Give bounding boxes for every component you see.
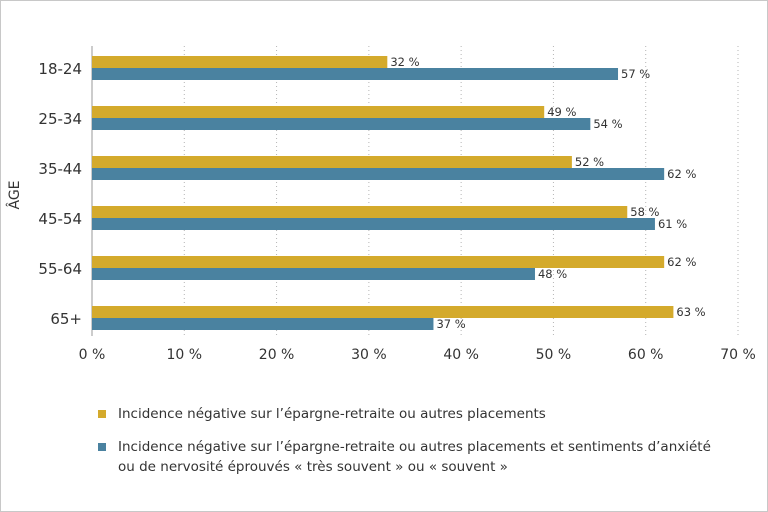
data-label: 54 % [593,117,622,131]
bar [92,318,434,330]
bar [92,256,665,268]
bar [92,268,535,280]
x-tick-label: 30 % [351,347,387,363]
data-label: 32 % [390,55,419,69]
bar [92,218,655,230]
y-category-label: 25-34 [38,110,82,128]
bar [92,56,388,68]
y-category-label: 55-64 [38,260,82,278]
x-tick-label: 70 % [720,347,756,363]
y-category-label: 18-24 [38,60,82,78]
data-label: 62 % [667,255,696,269]
legend-swatch-series-2 [98,443,106,451]
legend-item-series-1: Incidence négative sur l’épargne-retrait… [98,404,738,424]
y-category-label: 35-44 [38,160,82,178]
bar [92,206,628,218]
bar [92,118,591,130]
legend-label-series-1: Incidence négative sur l’épargne-retrait… [118,406,546,422]
legend-label-series-2-line-1: Incidence négative sur l’épargne-retrait… [118,439,711,455]
data-label: 58 % [630,205,659,219]
x-tick-label: 60 % [628,347,664,363]
bar [92,106,545,118]
bar [92,68,619,80]
data-label: 49 % [547,105,576,119]
y-category-label: 65+ [50,310,82,328]
x-tick-label: 20 % [259,347,295,363]
data-label: 63 % [676,305,705,319]
y-axis-title: ÂGE [5,180,23,209]
bar-chart: 0 % 10 % 20 % 30 % 40 % 50 % 60 % 70 % ÂGE 18-24 3… [5,46,756,363]
y-category-label: 45-54 [38,210,82,228]
data-label: 52 % [575,155,604,169]
x-tick-label: 40 % [443,347,479,363]
bar [92,168,665,180]
data-label: 62 % [667,167,696,181]
data-label: 37 % [436,317,465,331]
legend-item-series-2: Incidence négative sur l’épargne-retrait… [98,437,738,477]
data-label: 61 % [658,217,687,231]
data-label: 57 % [621,67,650,81]
legend-swatch-series-1 [98,410,106,418]
x-tick-label: 0 % [79,347,106,363]
legend-label-series-2-line-2: ou de nervosité éprouvés « très souvent … [118,459,508,475]
x-tick-label: 10 % [166,347,202,363]
bar [92,306,674,318]
legend: Incidence négative sur l’épargne-retrait… [98,404,738,477]
x-tick-label: 50 % [536,347,572,363]
data-label: 48 % [538,267,567,281]
bar [92,156,572,168]
